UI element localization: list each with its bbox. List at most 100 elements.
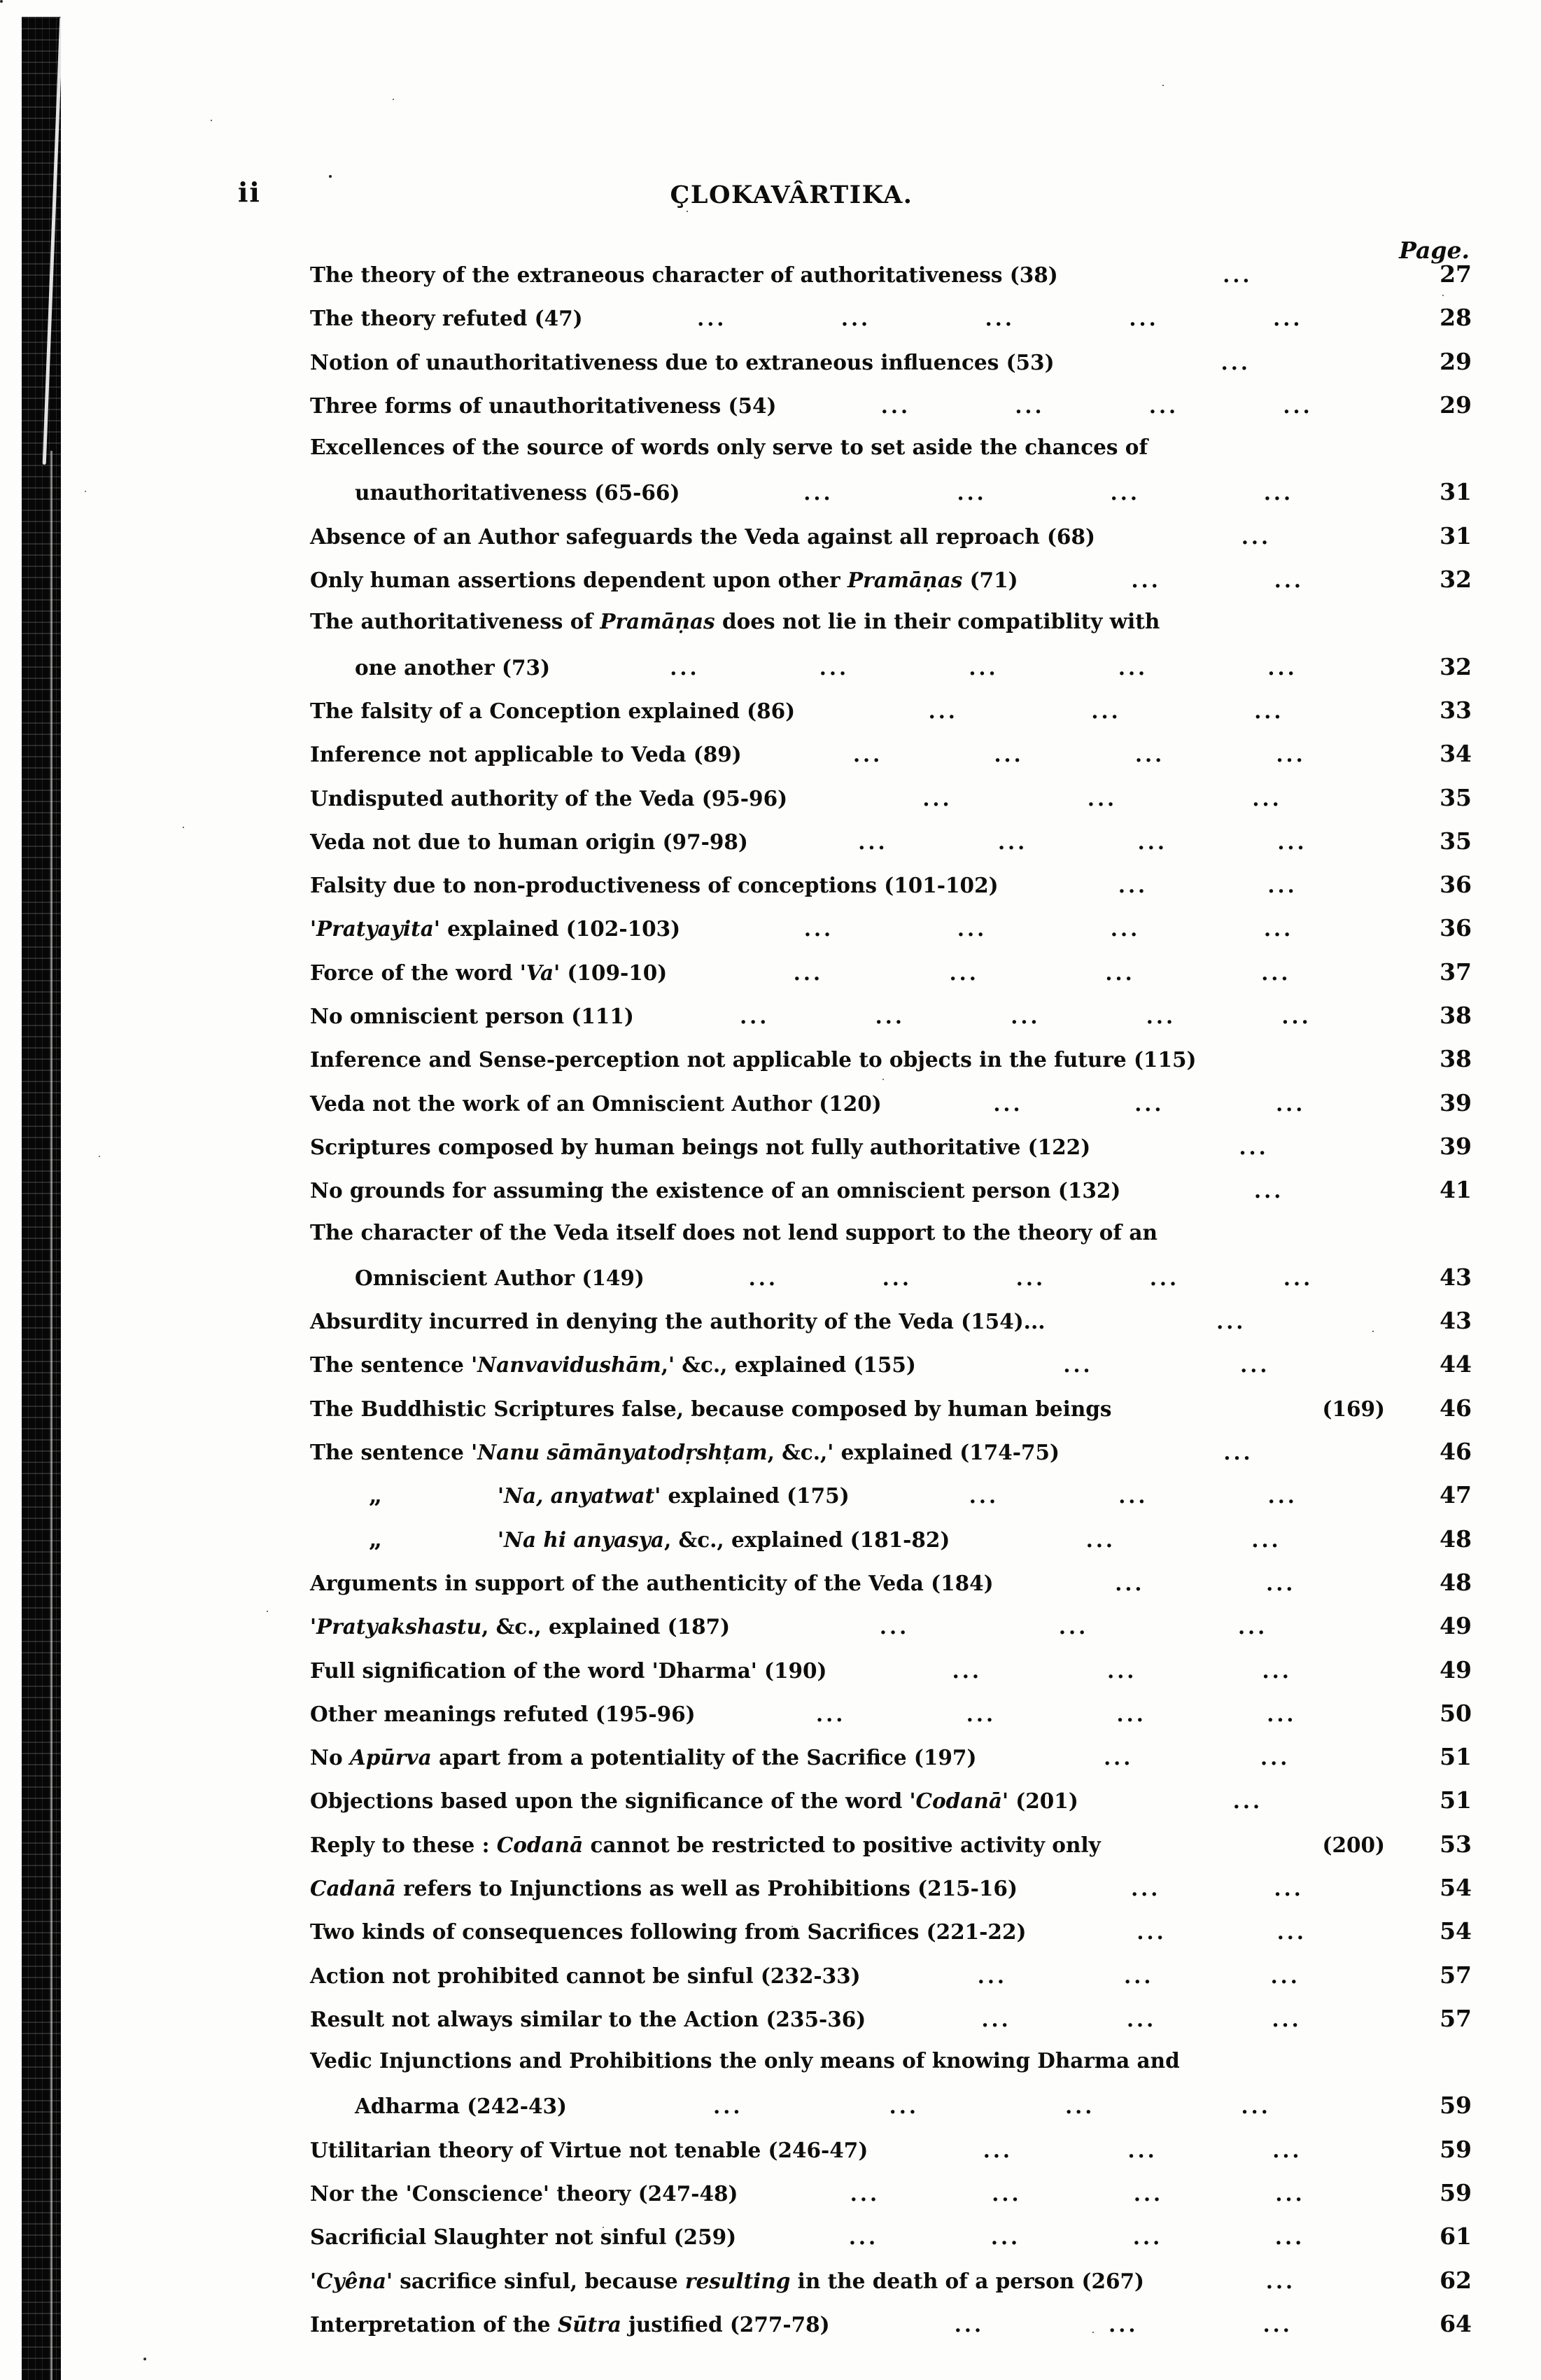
dot-leaders: ......... — [861, 1964, 1417, 1988]
dot-leader: ... — [1015, 1266, 1046, 1290]
entry-text: Scriptures composed by human beings not … — [310, 1134, 1091, 1159]
toc-row: 'Cyêna' sacrifice sinful, because result… — [310, 2267, 1472, 2310]
dot-leader: ... — [1232, 1789, 1263, 1814]
dot-leader: ... — [1267, 874, 1297, 898]
entry-text: The theory refuted (47) — [310, 306, 583, 331]
entry-text: Force of the word 'Va' (109-10) — [310, 960, 668, 985]
toc-row: unauthoritativeness (65-66) ............… — [310, 478, 1472, 522]
dot-leader: ... — [1283, 393, 1313, 418]
entry-text: Arguments in support of the authenticity… — [310, 1570, 994, 1595]
toc-row: Other meanings refuted (195-96) ........… — [310, 1700, 1472, 1743]
dot-leader: ... — [713, 2094, 743, 2119]
entry-page: 61 — [1440, 2222, 1472, 2250]
dot-leader: ... — [1148, 393, 1179, 418]
ditto-mark: „ — [369, 1481, 382, 1509]
dot-leaders: ............ — [738, 2182, 1418, 2206]
dot-leader: ... — [748, 1266, 778, 1290]
dot-leaders: ............ — [696, 1702, 1417, 1726]
scan-edge-streak — [50, 451, 52, 2380]
toc-row: No grounds for assuming the existence of… — [310, 1176, 1472, 1219]
entry-page: 32 — [1440, 566, 1472, 594]
entry-page: 29 — [1440, 347, 1472, 375]
scan-edge — [22, 17, 64, 2380]
dot-leaders: ............... — [645, 1266, 1417, 1290]
toc-row: Notion of unauthoritativeness due to ext… — [310, 348, 1472, 391]
dot-leader: ... — [1263, 481, 1294, 505]
dot-leader: ... — [1254, 699, 1284, 723]
entry-page: 31 — [1440, 522, 1472, 550]
dot-leader: ... — [1270, 1963, 1300, 1988]
entry-text: 'Pratyakshastu, &c., explained (187) — [310, 1614, 731, 1639]
entry-page: 36 — [1440, 871, 1472, 899]
entry-text: Two kinds of consequences following from… — [310, 1919, 1027, 1945]
entry-text: Notion of unauthoritativeness due to ext… — [310, 349, 1055, 374]
entry-page: 59 — [1440, 2179, 1472, 2207]
entry-page: 44 — [1440, 1350, 1472, 1378]
dot-leader: ... — [1252, 786, 1282, 811]
entry-text: The theory of the extraneous character o… — [310, 262, 1058, 287]
dot-leader: ... — [1109, 2312, 1139, 2337]
toc-row: 'Pratyakshastu, &c., explained (187) ...… — [310, 1612, 1472, 1656]
dot-leader: ... — [1127, 2138, 1157, 2162]
toc-row: Three forms of unauthoritativeness (54) … — [310, 391, 1472, 435]
dot-leader: ... — [949, 960, 979, 985]
entry-page: 38 — [1440, 1002, 1472, 1030]
dot-leader: ... — [1118, 655, 1148, 680]
dot-leaders: ...... — [999, 874, 1417, 897]
dot-leader: ... — [1241, 524, 1272, 549]
toc-row: one another (73) ............... 32 — [310, 653, 1472, 696]
scan-speckles — [0, 0, 3, 3]
entry-text: 'Cyêna' sacrifice sinful, because result… — [310, 2268, 1145, 2293]
entry-page: 54 — [1440, 1873, 1472, 1901]
entry-text: No omniscient person (111) — [310, 1004, 634, 1029]
entry-page: 46 — [1440, 1438, 1472, 1466]
toc-row: Undisputed authority of the Veda (95-96)… — [310, 784, 1472, 827]
dot-leader: ... — [1058, 1615, 1089, 1639]
dot-leader: ... — [740, 1004, 770, 1029]
entry-text: Inference and Sense-perception not appli… — [310, 1047, 1197, 1072]
entry-text: Falsity due to non-productiveness of con… — [310, 873, 999, 898]
toc-row: Cadanā refers to Injunctions as well as … — [310, 1874, 1472, 1917]
toc-row: Falsity due to non-productiveness of con… — [310, 871, 1472, 914]
toc-row: 'Pratyayita' explained (102-103) .......… — [310, 914, 1472, 958]
dot-leader: ... — [889, 2094, 919, 2119]
dot-leader: ... — [858, 830, 888, 854]
toc-row: Arguments in support of the authenticity… — [310, 1569, 1472, 1612]
entry-text: Absurdity incurred in denying the author… — [310, 1309, 1046, 1334]
dot-leaders: ... — [1060, 1441, 1417, 1464]
dot-leader: ... — [957, 481, 987, 505]
dot-leader: ... — [1223, 1441, 1253, 1465]
entry-page: 27 — [1440, 260, 1472, 288]
toc-row: Absurdity incurred in denying the author… — [310, 1307, 1472, 1350]
dot-leaders: ......... — [882, 1092, 1417, 1116]
entry-text: 'Na, anyatwat' explained (175) — [498, 1483, 850, 1508]
entry-page: 31 — [1440, 478, 1472, 506]
page-column-label: Page. — [1399, 237, 1470, 264]
dot-leaders: ...... — [950, 1528, 1417, 1552]
toc-row: Objections based upon the significance o… — [310, 1786, 1472, 1830]
entry-page: 49 — [1440, 1656, 1472, 1684]
entry-page: 59 — [1440, 2092, 1472, 2120]
entry-text: The sentence 'Nanvavidushām,' &c., expla… — [310, 1352, 916, 1378]
toc-row: The sentence 'Nanvavidushām,' &c., expla… — [310, 1350, 1472, 1394]
toc: The theory of the extraneous character o… — [310, 260, 1472, 2353]
dot-leader: ... — [1281, 1004, 1311, 1029]
dot-leader: ... — [1133, 2182, 1164, 2206]
dot-leader: ... — [1239, 1135, 1269, 1159]
entry-text: The sentence 'Nanu sāmānyatodṛshṭam, &c.… — [310, 1440, 1060, 1465]
entry-text: The falsity of a Conception explained (8… — [310, 698, 796, 723]
dot-leader: ... — [1110, 481, 1140, 505]
dot-leader: ... — [1261, 960, 1291, 985]
entry-text: Utilitarian theory of Virtue not tenable… — [310, 2137, 868, 2162]
entry-text: The authoritativeness of Pramāṇas does n… — [310, 609, 1160, 634]
dot-leader: ... — [1149, 1266, 1180, 1290]
dot-leader: ... — [1263, 917, 1294, 941]
dot-leader: ... — [882, 1266, 912, 1290]
entry-text: Absence of an Author safeguards the Veda… — [310, 524, 1095, 549]
dot-leader: ... — [819, 655, 850, 680]
entry-text: Veda not due to human origin (97-98) — [310, 829, 748, 854]
dot-leader: ... — [1015, 393, 1045, 418]
entry-text: unauthoritativeness (65-66) — [355, 480, 680, 505]
dot-leader: ... — [954, 2312, 985, 2337]
